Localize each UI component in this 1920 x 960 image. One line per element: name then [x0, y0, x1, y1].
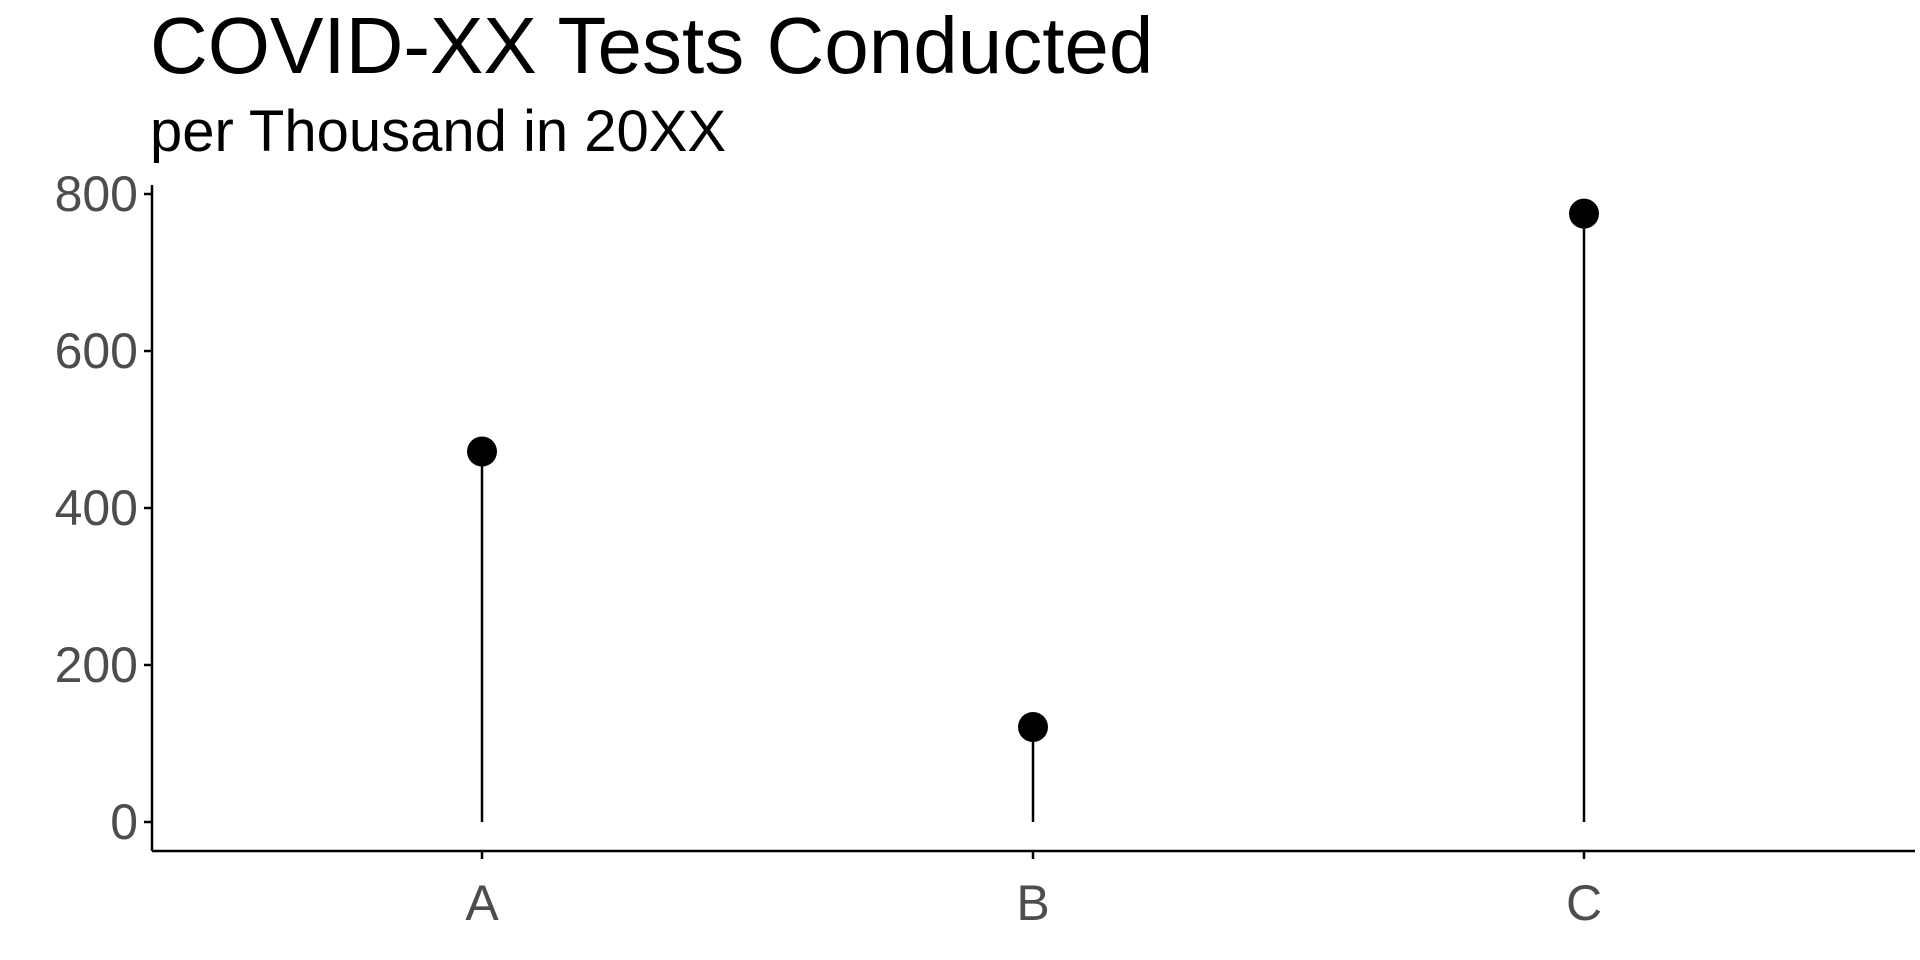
y-tick-label: 600 [55, 323, 138, 379]
x-tick-label: B [1016, 875, 1049, 931]
lollipop-point-c [1569, 198, 1599, 229]
chart-marks [467, 198, 1599, 822]
lollipop-point-a [467, 436, 497, 467]
y-tick-label: 200 [55, 637, 138, 693]
y-tick-label: 800 [55, 166, 138, 222]
y-axis: 0 200 400 600 800 [55, 166, 154, 851]
y-tick-label: 400 [55, 480, 138, 536]
x-tick-label: C [1566, 875, 1602, 931]
x-axis: A B C [152, 849, 1915, 931]
chart-title: COVID-XX Tests Conducted [150, 1, 1154, 90]
x-tick-label: A [465, 875, 499, 931]
lollipop-point-b [1018, 712, 1048, 743]
y-tick-label: 0 [110, 794, 138, 850]
chart-subtitle: per Thousand in 20XX [150, 99, 727, 164]
